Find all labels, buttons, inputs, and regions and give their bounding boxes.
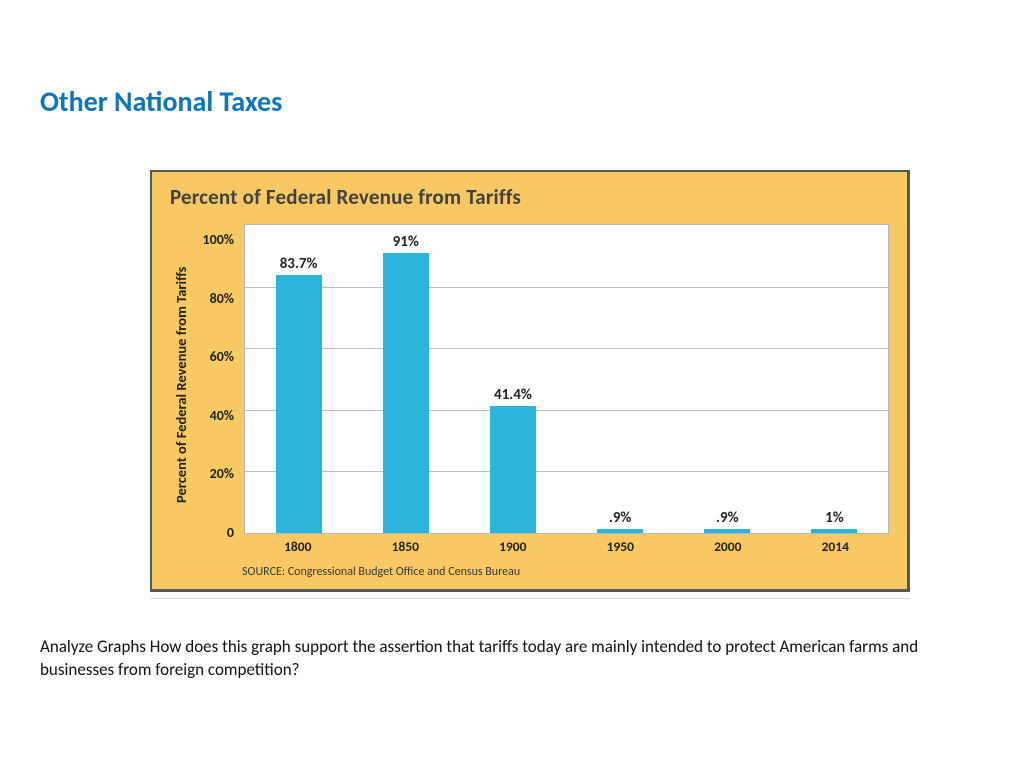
bar: 1% [811,529,857,533]
bar-value-label: .9% [716,509,739,529]
y-ticks: 100% 80% 60% 40% 20% 0 [194,224,244,534]
x-tick: 1950 [567,538,675,555]
bar: 83.7% [276,275,322,533]
bar: .9% [704,529,750,533]
y-tick: 60% [194,348,234,365]
bar-slot: 1% [781,225,888,533]
bar-slot: 41.4% [459,225,566,533]
bar-value-label: 1% [825,509,844,529]
chart-title: Percent of Federal Revenue from Tariffs [170,184,889,210]
x-ticks: 180018501900195020002014 [244,538,889,555]
y-tick: 20% [194,465,234,482]
y-tick: 100% [194,231,234,248]
analyze-question: Analyze Graphs How does this graph suppo… [40,636,980,682]
bar-slot: 83.7% [245,225,352,533]
bar-slot: .9% [674,225,781,533]
chart-container: Percent of Federal Revenue from Tariffs … [150,170,910,599]
bar: 91% [383,253,429,533]
x-tick: 1900 [459,538,567,555]
page-title: Other National Taxes [40,84,282,119]
bar: .9% [597,529,643,533]
bar-slot: 91% [352,225,459,533]
bar-value-label: 91% [393,233,419,253]
chart-panel: Percent of Federal Revenue from Tariffs … [150,170,910,592]
bar-value-label: .9% [609,509,632,529]
x-tick: 2014 [782,538,890,555]
y-tick: 0 [194,524,234,541]
bar-value-label: 41.4% [494,386,532,406]
x-tick: 1850 [352,538,460,555]
chart-source: SOURCE: Congressional Budget Office and … [242,565,889,579]
y-tick: 40% [194,407,234,424]
plot-area: 83.7%91%41.4%.9%.9%1% [244,224,889,534]
bar-slot: .9% [567,225,674,533]
bar: 41.4% [490,406,536,534]
bar-value-label: 83.7% [280,255,318,275]
y-tick: 80% [194,290,234,307]
x-tick: 2000 [674,538,782,555]
x-tick: 1800 [244,538,352,555]
y-axis-label: Percent of Federal Revenue from Tariffs [170,230,192,540]
